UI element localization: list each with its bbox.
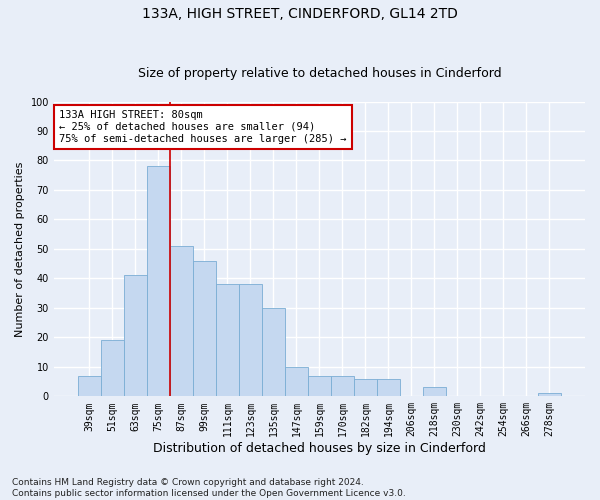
Bar bbox=[101, 340, 124, 396]
Bar bbox=[239, 284, 262, 397]
Bar bbox=[285, 367, 308, 396]
X-axis label: Distribution of detached houses by size in Cinderford: Distribution of detached houses by size … bbox=[153, 442, 486, 455]
Bar bbox=[331, 376, 354, 396]
Text: Contains HM Land Registry data © Crown copyright and database right 2024.
Contai: Contains HM Land Registry data © Crown c… bbox=[12, 478, 406, 498]
Bar bbox=[216, 284, 239, 397]
Bar bbox=[147, 166, 170, 396]
Bar bbox=[193, 260, 216, 396]
Bar bbox=[170, 246, 193, 396]
Title: Size of property relative to detached houses in Cinderford: Size of property relative to detached ho… bbox=[137, 66, 501, 80]
Bar bbox=[377, 378, 400, 396]
Text: 133A, HIGH STREET, CINDERFORD, GL14 2TD: 133A, HIGH STREET, CINDERFORD, GL14 2TD bbox=[142, 8, 458, 22]
Bar bbox=[124, 276, 147, 396]
Y-axis label: Number of detached properties: Number of detached properties bbox=[15, 161, 25, 336]
Bar bbox=[262, 308, 285, 396]
Bar bbox=[538, 394, 561, 396]
Bar bbox=[423, 388, 446, 396]
Bar bbox=[354, 378, 377, 396]
Bar bbox=[308, 376, 331, 396]
Text: 133A HIGH STREET: 80sqm
← 25% of detached houses are smaller (94)
75% of semi-de: 133A HIGH STREET: 80sqm ← 25% of detache… bbox=[59, 110, 347, 144]
Bar bbox=[78, 376, 101, 396]
